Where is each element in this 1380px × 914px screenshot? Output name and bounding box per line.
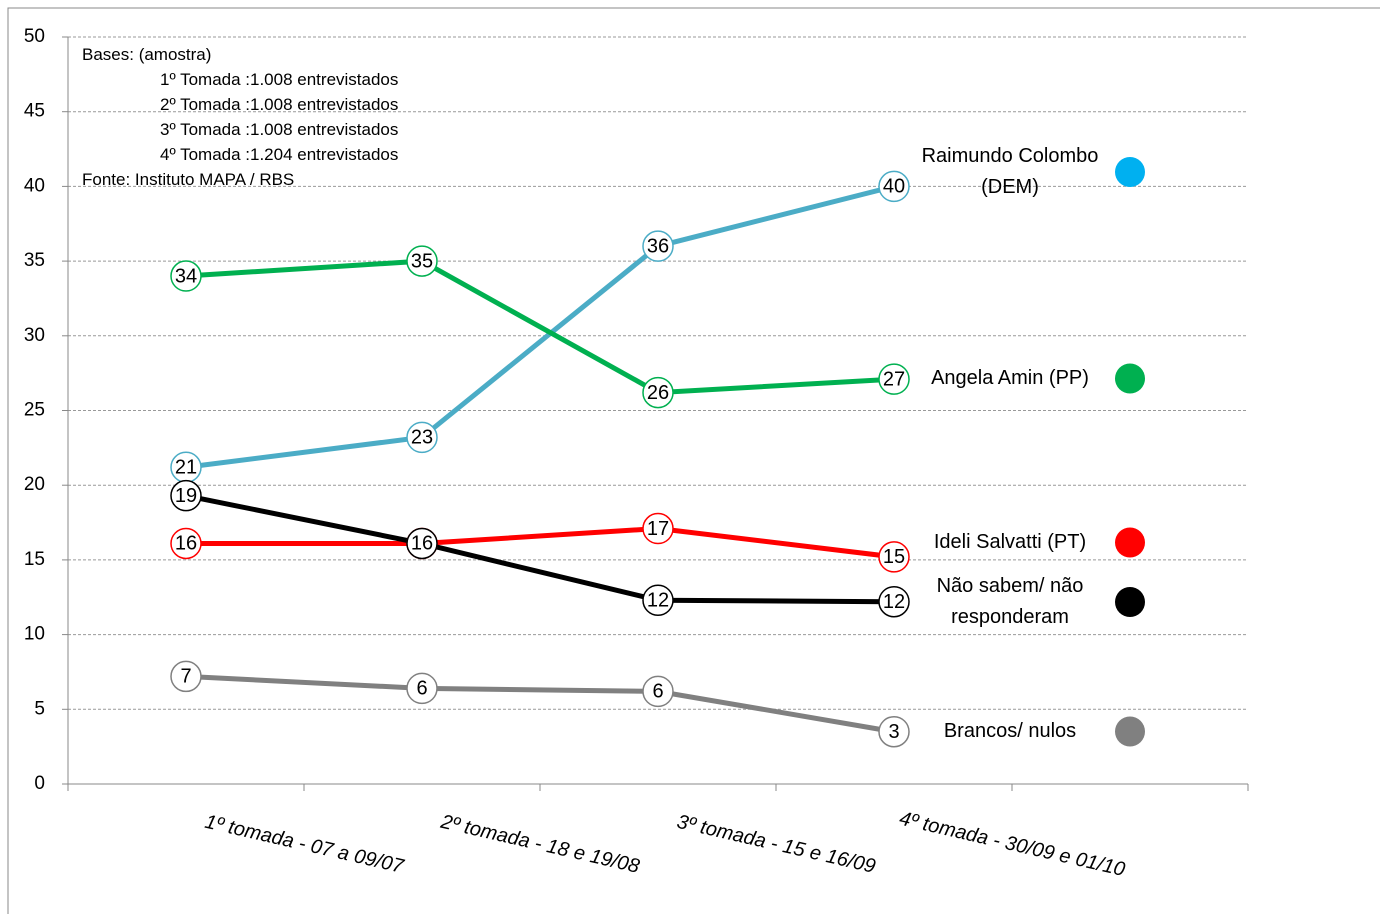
y-tick-label: 35 xyxy=(24,250,45,271)
point-marker xyxy=(642,230,674,262)
data-label: 21 xyxy=(175,457,197,479)
legend-label: Não sabem/ não responderam xyxy=(936,575,1084,628)
data-label: 17 xyxy=(647,518,669,540)
point-marker xyxy=(878,363,910,395)
point-marker xyxy=(406,245,438,277)
legend-marker xyxy=(1115,363,1145,394)
data-label: 15 xyxy=(883,546,905,568)
point-marker xyxy=(878,585,910,618)
x-tick-label: 4º tomada - 30/09 e 01/10 xyxy=(897,808,1127,881)
annotation: 2º Tomada :1.008 entrevistados xyxy=(160,95,399,114)
annotation: 3º Tomada :1.008 entrevistados xyxy=(160,120,399,139)
data-label: 40 xyxy=(883,176,905,198)
y-tick-label: 30 xyxy=(24,325,45,346)
legend-label: Angela Amin (PP) xyxy=(931,367,1089,389)
x-tick-label: 1º tomada - 07 a 09/07 xyxy=(203,811,407,878)
y-tick-label: 15 xyxy=(24,549,45,570)
y-tick-label: 5 xyxy=(34,698,45,719)
data-label: 19 xyxy=(175,485,197,507)
point-marker xyxy=(170,260,202,292)
point-marker xyxy=(406,527,438,560)
point-marker xyxy=(170,527,202,560)
y-tick-label: 25 xyxy=(24,400,45,421)
data-label: 16 xyxy=(175,533,197,555)
y-tick-label: 10 xyxy=(24,624,45,645)
series-line xyxy=(185,183,895,470)
legend-label: Ideli Salvatti (PT) xyxy=(933,531,1087,553)
x-tick-label: 2º tomada - 18 e 19/08 xyxy=(438,811,642,878)
y-tick-label: 20 xyxy=(24,474,45,495)
point-marker xyxy=(170,660,202,693)
annotation: Fonte: Instituto MAPA / RBS xyxy=(82,170,295,189)
legend-marker xyxy=(1115,527,1145,558)
point-marker xyxy=(642,675,674,708)
y-tick-label: 50 xyxy=(24,26,45,47)
x-tick-label: 3º tomada - 15 e 16/09 xyxy=(675,811,878,878)
series-line xyxy=(185,258,895,396)
point-marker xyxy=(170,479,202,512)
data-label: 12 xyxy=(883,591,905,613)
point-marker xyxy=(406,421,438,454)
data-label: 23 xyxy=(411,427,433,449)
point-marker xyxy=(878,170,910,203)
y-tick-label: 0 xyxy=(34,773,45,794)
point-marker xyxy=(642,512,674,545)
legend-label: Brancos/ nulos xyxy=(943,720,1077,742)
data-label: 6 xyxy=(652,681,663,703)
annotation: 4º Tomada :1.204 entrevistados xyxy=(160,145,399,164)
series-line xyxy=(186,526,895,560)
data-label: 36 xyxy=(647,235,669,257)
data-label: 12 xyxy=(647,590,669,612)
data-label: 34 xyxy=(175,265,197,287)
point-marker xyxy=(642,584,674,616)
data-label: 35 xyxy=(411,250,433,272)
y-tick-label: 40 xyxy=(24,175,45,196)
legend-marker xyxy=(1115,587,1145,617)
data-label: 27 xyxy=(883,368,905,390)
legend-label: Raimundo Colombo (DEM) xyxy=(921,145,1099,198)
legend-marker xyxy=(1115,716,1145,747)
chart-border xyxy=(7,7,1380,914)
series-line xyxy=(185,493,895,605)
series-line xyxy=(185,673,895,735)
data-label: 3 xyxy=(888,721,899,743)
data-label: 6 xyxy=(416,678,427,700)
point-marker xyxy=(642,376,674,409)
point-marker xyxy=(878,715,910,748)
annotation: 1º Tomada :1.008 entrevistados xyxy=(160,70,399,89)
point-marker xyxy=(878,541,910,573)
point-marker xyxy=(406,672,438,705)
annotation: Bases: (amostra) xyxy=(82,45,212,64)
legend-marker xyxy=(1115,157,1145,187)
data-label: 7 xyxy=(180,666,191,688)
y-tick-label: 45 xyxy=(24,101,45,122)
data-label: 16 xyxy=(411,533,433,555)
data-label: 26 xyxy=(647,382,669,404)
